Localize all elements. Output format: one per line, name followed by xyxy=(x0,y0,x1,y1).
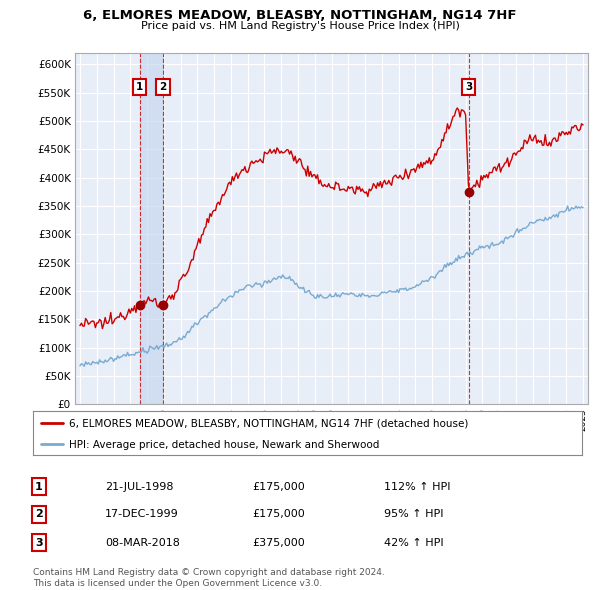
Text: £375,000: £375,000 xyxy=(252,538,305,548)
Text: HPI: Average price, detached house, Newark and Sherwood: HPI: Average price, detached house, Newa… xyxy=(68,440,379,450)
Text: 1: 1 xyxy=(35,482,43,491)
Text: £175,000: £175,000 xyxy=(252,482,305,491)
Text: 21-JUL-1998: 21-JUL-1998 xyxy=(105,482,173,491)
Text: 1: 1 xyxy=(136,82,143,92)
Text: 112% ↑ HPI: 112% ↑ HPI xyxy=(384,482,451,491)
Text: 3: 3 xyxy=(35,538,43,548)
Text: 6, ELMORES MEADOW, BLEASBY, NOTTINGHAM, NG14 7HF: 6, ELMORES MEADOW, BLEASBY, NOTTINGHAM, … xyxy=(83,9,517,22)
Text: 2: 2 xyxy=(35,510,43,519)
Text: 95% ↑ HPI: 95% ↑ HPI xyxy=(384,510,443,519)
Text: 42% ↑ HPI: 42% ↑ HPI xyxy=(384,538,443,548)
Bar xyxy=(140,53,163,404)
Text: 08-MAR-2018: 08-MAR-2018 xyxy=(105,538,180,548)
Text: 6, ELMORES MEADOW, BLEASBY, NOTTINGHAM, NG14 7HF (detached house): 6, ELMORES MEADOW, BLEASBY, NOTTINGHAM, … xyxy=(68,419,468,428)
Text: 3: 3 xyxy=(465,82,472,92)
Text: Contains HM Land Registry data © Crown copyright and database right 2024.
This d: Contains HM Land Registry data © Crown c… xyxy=(33,568,385,588)
Text: 17-DEC-1999: 17-DEC-1999 xyxy=(105,510,179,519)
Text: 2: 2 xyxy=(160,82,167,92)
Text: £175,000: £175,000 xyxy=(252,510,305,519)
Text: Price paid vs. HM Land Registry's House Price Index (HPI): Price paid vs. HM Land Registry's House … xyxy=(140,21,460,31)
